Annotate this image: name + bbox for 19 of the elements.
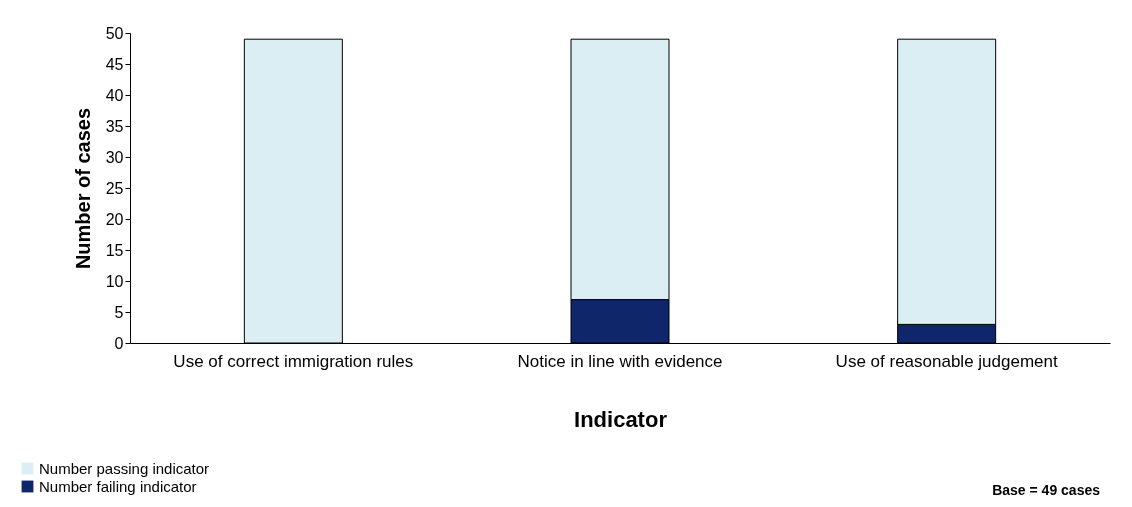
y-tick-label: 20 xyxy=(105,210,124,228)
y-tick-label: 15 xyxy=(105,241,124,259)
y-axis-title: Number of cases xyxy=(71,107,94,270)
y-tick-label: 35 xyxy=(105,117,124,135)
y-tick-label: 45 xyxy=(105,55,124,73)
legend-label: Number passing indicator xyxy=(39,459,210,477)
x-axis-title: Indicator xyxy=(574,406,668,432)
y-tick-label: 50 xyxy=(105,24,124,42)
x-tick-label: Notice in line with evidence xyxy=(517,351,723,371)
x-tick-label: Use of reasonable judgement xyxy=(835,351,1058,371)
y-tick-label: 40 xyxy=(105,86,124,104)
x-tick-label: Use of correct immigration rules xyxy=(173,351,414,371)
y-tick-label: 25 xyxy=(105,179,124,197)
y-tick-label: 0 xyxy=(114,334,124,352)
text: Base = 49 cases xyxy=(992,482,1101,498)
legend-label: Number failing indicator xyxy=(39,477,197,495)
y-tick-label: 10 xyxy=(105,272,124,290)
y-tick-label: 30 xyxy=(105,148,124,166)
y-tick-label: 5 xyxy=(114,303,124,321)
